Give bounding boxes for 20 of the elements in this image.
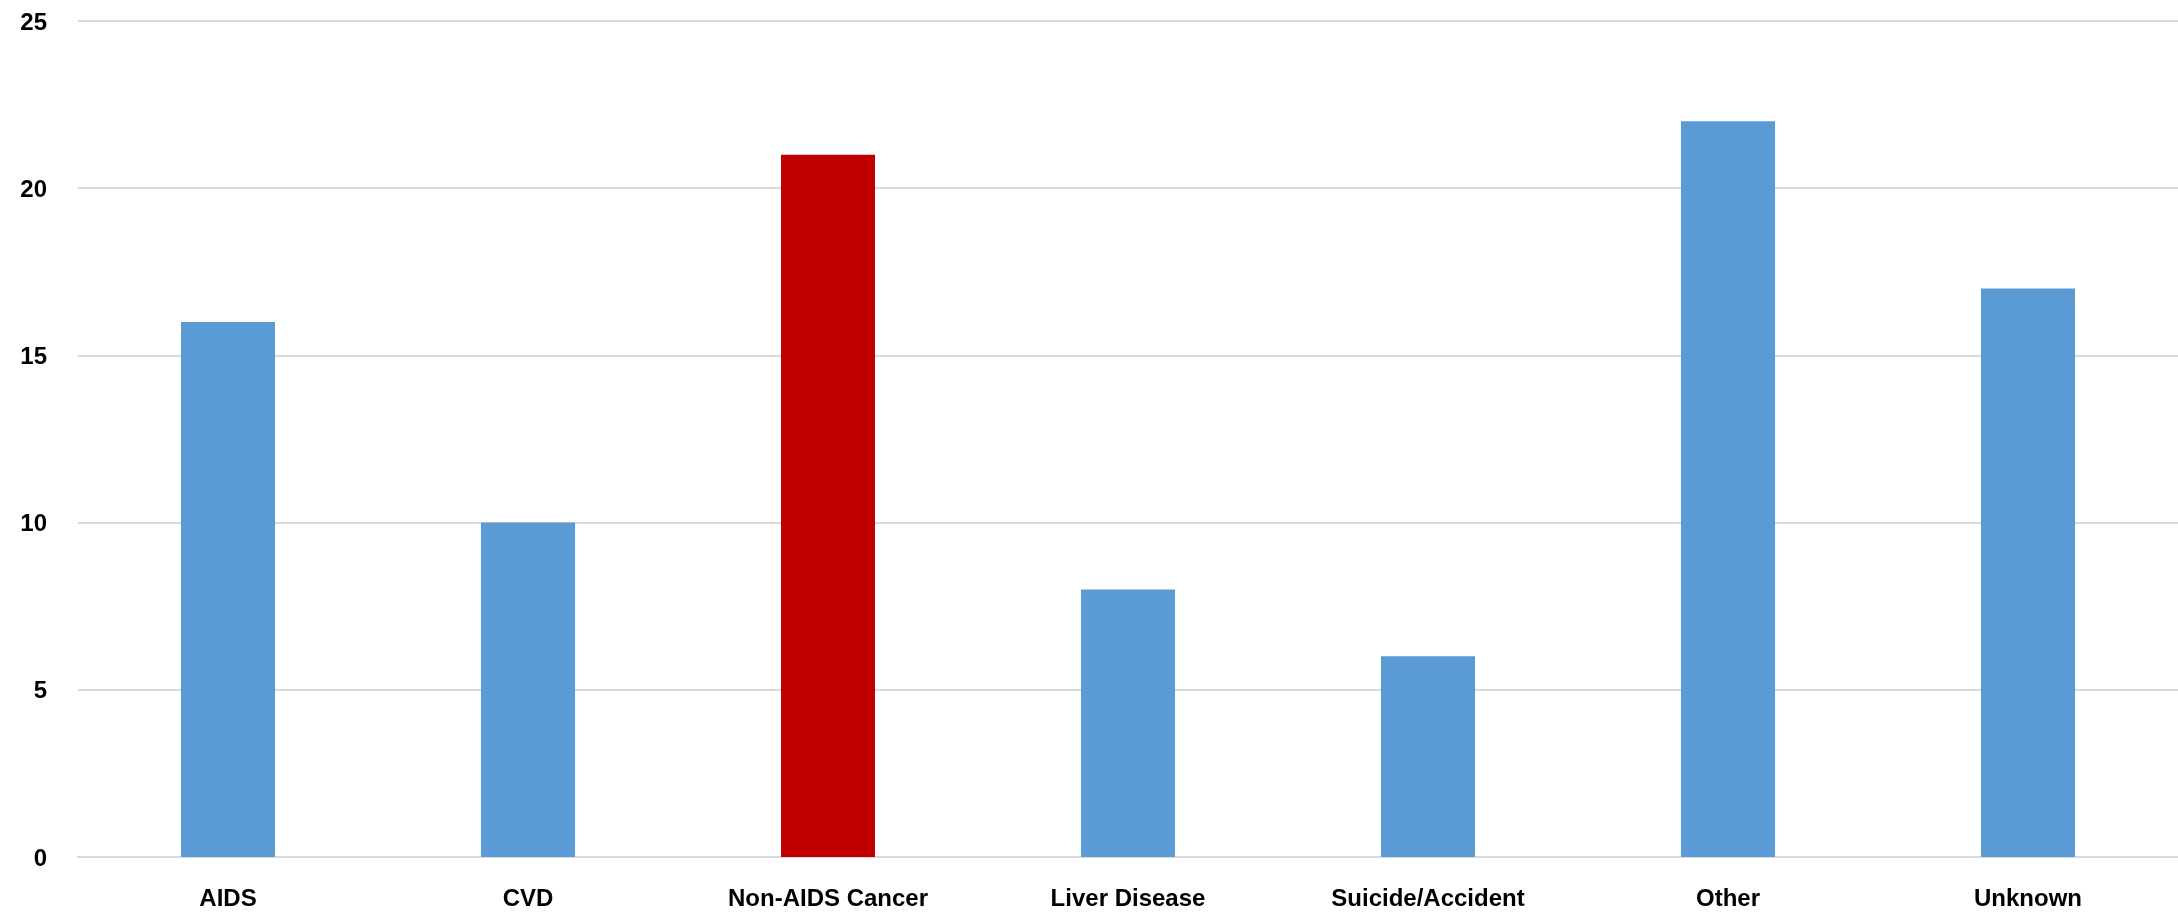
x-tick-label: Unknown — [1974, 883, 2082, 911]
x-tick-label: Liver Disease — [1050, 883, 1206, 911]
x-tick-label: Suicide/Accident — [1331, 883, 1525, 911]
bar — [481, 522, 575, 857]
bar — [1981, 288, 2075, 857]
y-tick-label: 20 — [20, 174, 47, 202]
x-tick-label: CVD — [502, 883, 554, 911]
bar — [181, 321, 275, 857]
y-tick-label: 0 — [33, 843, 47, 871]
y-tick-label: 15 — [20, 341, 47, 369]
bar — [781, 154, 875, 857]
bar — [1081, 589, 1175, 857]
bar — [1681, 121, 1775, 857]
x-tick-label: AIDS — [199, 883, 257, 911]
y-tick-label: 10 — [20, 509, 47, 537]
x-tick-label: Non-AIDS Cancer — [727, 883, 929, 911]
y-tick-label: 25 — [20, 7, 47, 35]
bar — [1381, 656, 1475, 857]
x-tick-label: Other — [1695, 883, 1761, 911]
y-tick-label: 5 — [33, 676, 47, 704]
